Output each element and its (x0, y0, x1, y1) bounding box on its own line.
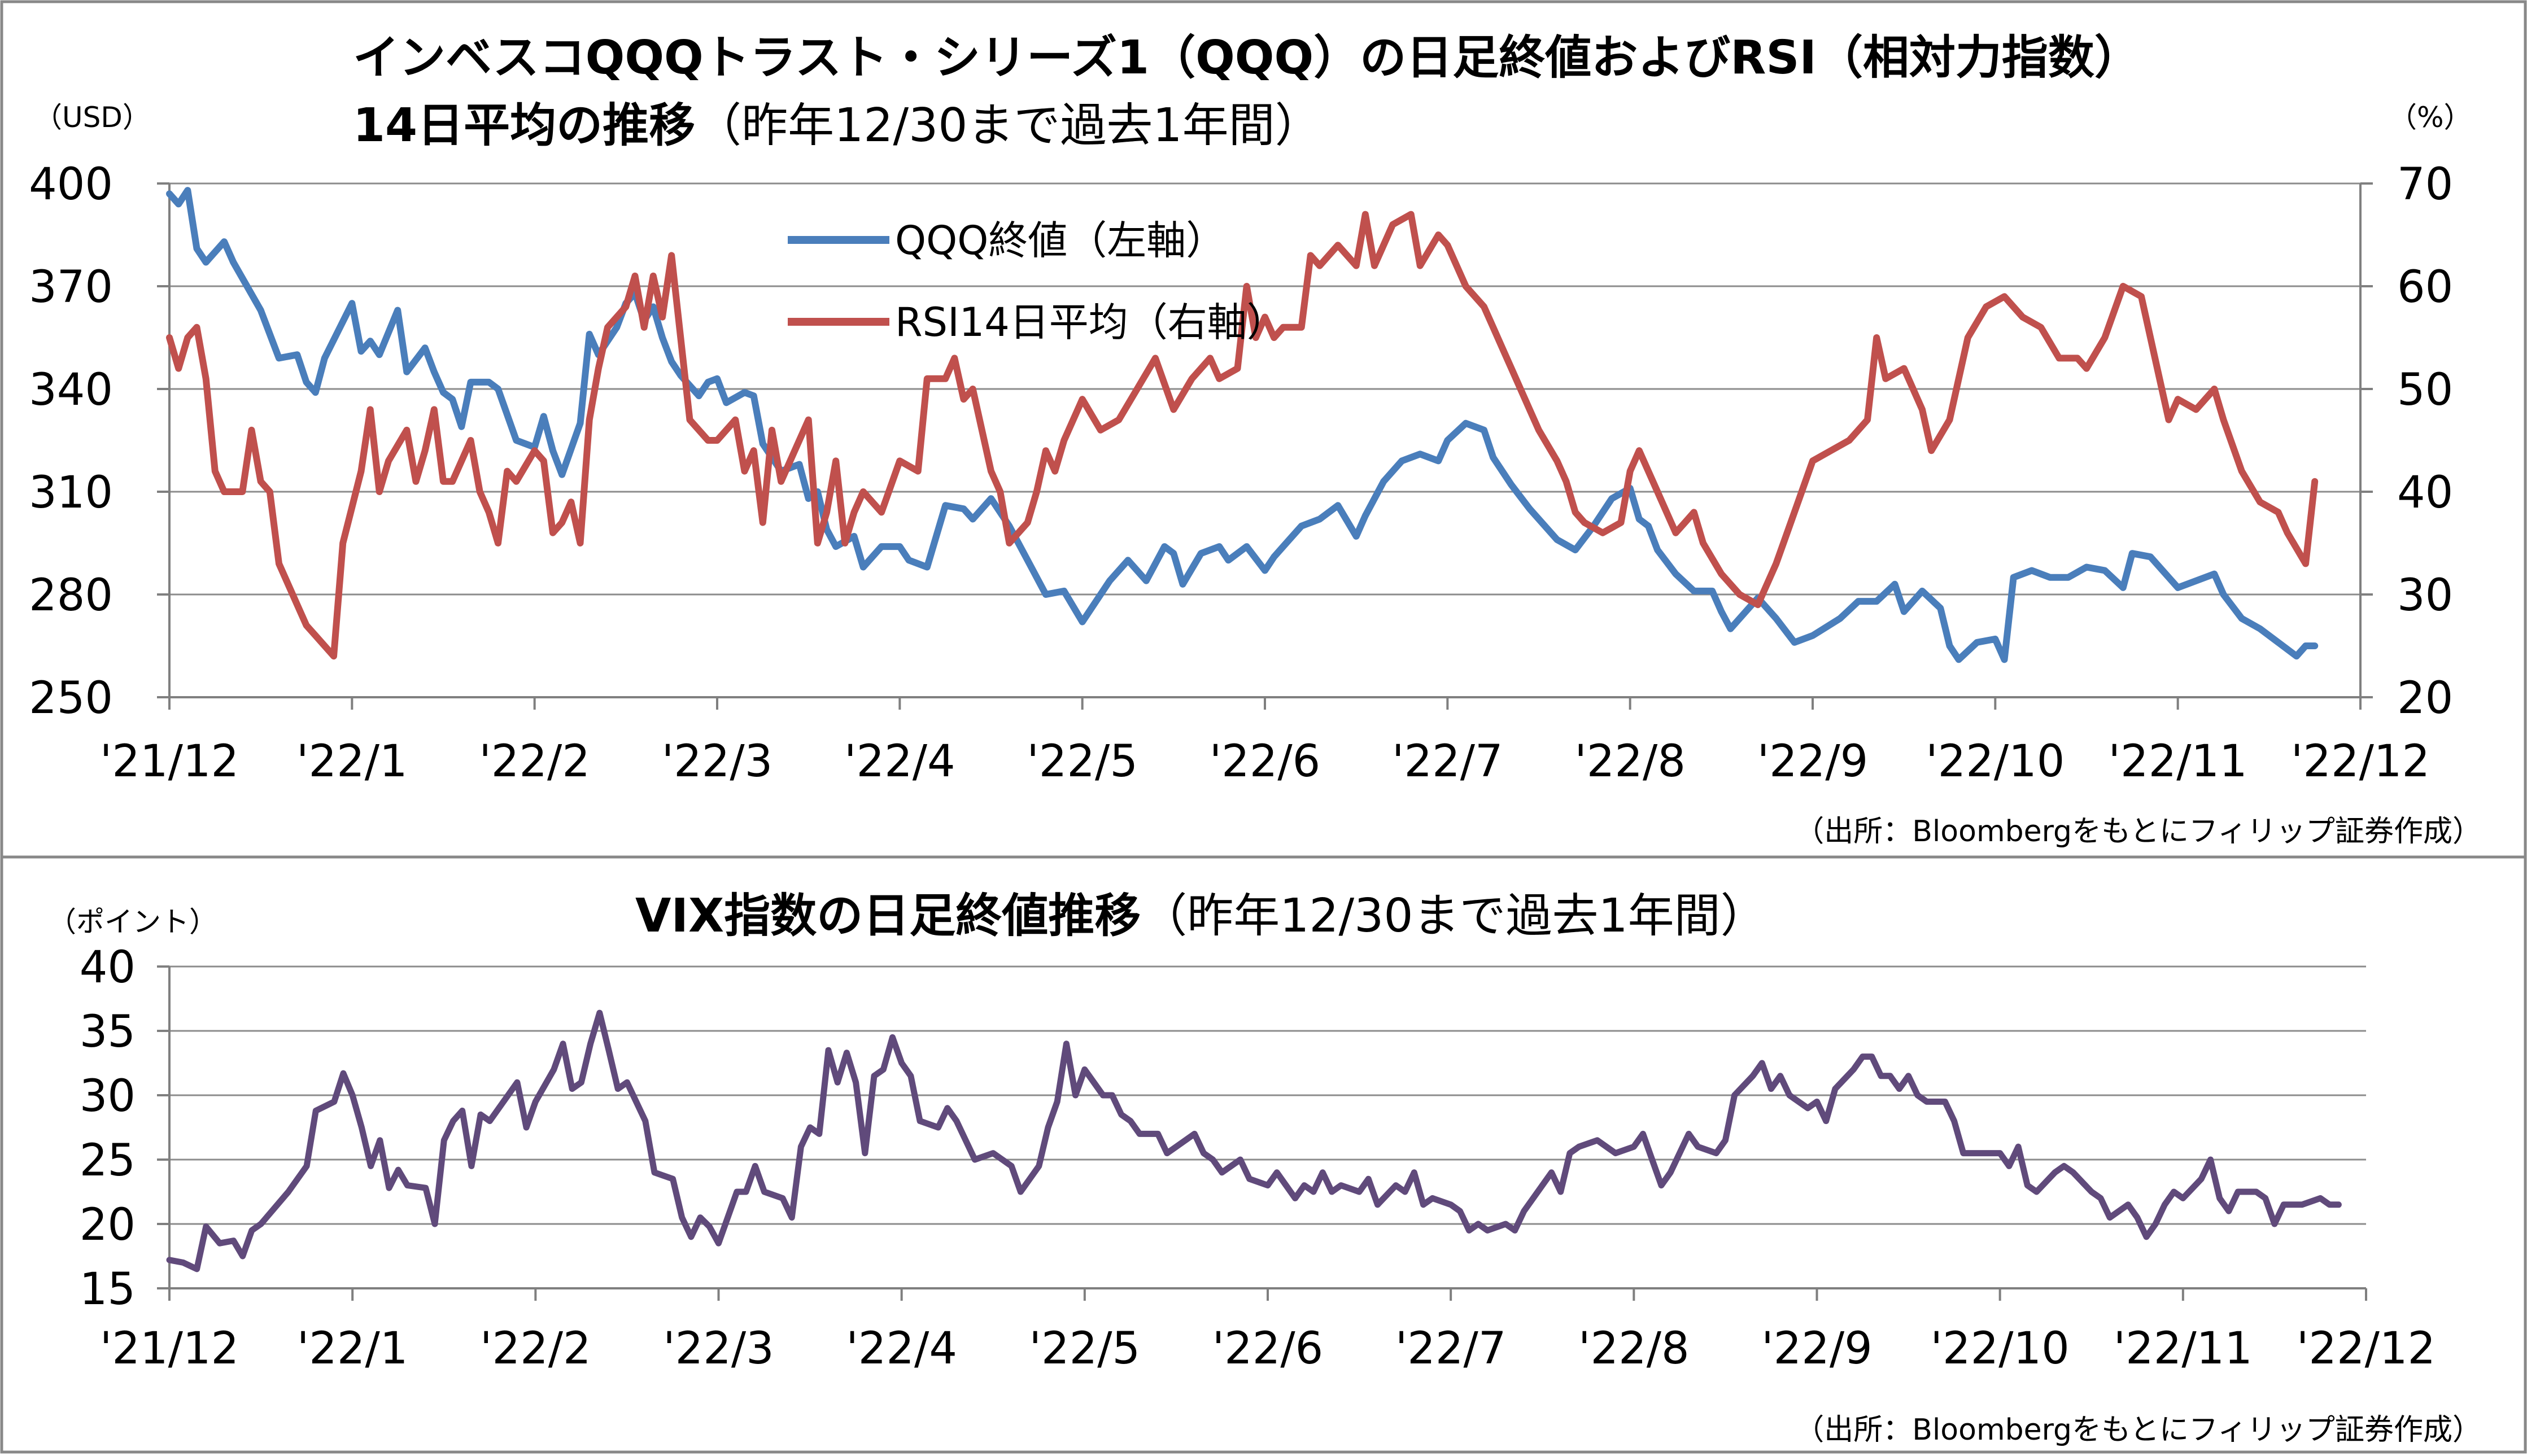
qqq-legend: QQQ終値（左軸） RSI14日平均（右軸） (788, 217, 1286, 346)
qqq-x-axis: '21/12 '22/1 '22/2 '22/3 '22/4 '22/5 '22/6 '22/… (100, 696, 2430, 787)
vix-close-line (166, 1009, 2342, 1273)
vix-y-tick-label: 25 (80, 1135, 136, 1186)
qqq-series (166, 187, 2319, 663)
x-tick-label: '22/4 (846, 1323, 957, 1374)
x-tick-label: '22/6 (1210, 736, 1321, 787)
qqq-chart-title: インベスコQQQトラスト・シリーズ1（QQQ）の日足終値およびRSI（相対力指数… (353, 31, 2141, 85)
x-tick-label: '21/12 (100, 736, 239, 787)
qqq-right-axis-ticks: 20 30 40 50 60 70 (2359, 159, 2453, 724)
right-y-tick-label: 50 (2397, 365, 2453, 416)
right-y-tick-label: 30 (2397, 570, 2453, 621)
x-tick-label: '22/7 (1395, 1323, 1507, 1374)
vix-y-tick-label: 40 (80, 942, 136, 993)
x-tick-label: '22/10 (1926, 736, 2065, 787)
x-tick-label: '22/12 (2297, 1323, 2436, 1374)
vix-axis-unit: （ポイント） (48, 906, 217, 938)
qqq-source-note: （出所：Bloombergをもとにフィリップ証券作成） (1795, 815, 2482, 849)
right-y-tick-label: 70 (2397, 159, 2453, 210)
vix-x-axis: '21/12 '22/1 '22/2 '22/3 '22/4 '22/5 '22/6 '22/… (100, 1287, 2436, 1374)
left-y-tick-label: 280 (29, 570, 113, 621)
x-tick-label: '22/11 (2109, 736, 2247, 787)
vix-y-tick-label: 20 (80, 1200, 136, 1251)
left-y-tick-label: 340 (29, 365, 113, 416)
x-tick-label: '22/3 (663, 1323, 774, 1374)
x-tick-label: '22/9 (1757, 736, 1869, 787)
x-tick-label: '22/4 (844, 736, 955, 787)
legend-label-qqq: QQQ終値（左軸） (895, 217, 1225, 264)
left-y-tick-label: 250 (29, 673, 113, 724)
x-tick-label: '22/5 (1029, 1323, 1141, 1374)
x-tick-label: '22/10 (1931, 1323, 2070, 1374)
vix-y-tick-label: 35 (80, 1007, 136, 1057)
rsi-line (166, 211, 2319, 660)
x-tick-label: '22/8 (1574, 736, 1686, 787)
right-y-tick-label: 40 (2397, 467, 2453, 518)
left-y-tick-label: 400 (29, 159, 113, 210)
top-panel-border (0, 0, 2527, 859)
left-y-tick-label: 310 (29, 467, 113, 518)
vix-y-tick-label: 15 (80, 1264, 136, 1315)
x-tick-label: '22/3 (662, 736, 773, 787)
x-tick-label: '22/11 (2114, 1323, 2253, 1374)
vix-source-note: （出所：Bloombergをもとにフィリップ証券作成） (1795, 1413, 2482, 1447)
vix-series (166, 1009, 2342, 1273)
qqq-chart-subtitle-period: （昨年12/30まで過去1年間） (695, 99, 1321, 152)
x-tick-label: '22/9 (1761, 1323, 1873, 1374)
vix-y-tick-label: 30 (80, 1071, 136, 1122)
qqq-chart-subtitle-bold: 14日平均の推移 (353, 99, 695, 152)
bottom-panel-border (0, 855, 2527, 1454)
x-tick-label: '22/2 (479, 736, 590, 787)
qqq-close-line (166, 187, 2319, 663)
x-tick-label: '21/12 (100, 1323, 239, 1374)
right-y-tick-label: 20 (2397, 673, 2453, 724)
right-axis-unit: （%） (2389, 101, 2472, 134)
left-y-tick-label: 370 (29, 262, 113, 313)
x-tick-label: '22/2 (480, 1323, 591, 1374)
right-y-tick-label: 60 (2397, 262, 2453, 313)
vix-chart-title: VIX指数の日足終値推移（昨年12/30まで過去1年間） (635, 889, 1767, 943)
x-tick-label: '22/8 (1578, 1323, 1690, 1374)
x-tick-label: '22/12 (2291, 736, 2430, 787)
x-tick-label: '22/7 (1392, 736, 1503, 787)
x-tick-label: '22/6 (1212, 1323, 1324, 1374)
vix-y-axis-ticks: 15 20 25 30 35 40 (80, 942, 171, 1315)
legend-label-rsi: RSI14日平均（右軸） (895, 299, 1286, 346)
vix-grid (169, 965, 2366, 1225)
vix-chart-title-bold: VIX指数の日足終値推移 (635, 889, 1141, 943)
left-axis-unit: （USD） (34, 101, 151, 134)
x-tick-label: '22/5 (1027, 736, 1138, 787)
vix-chart-title-period: （昨年12/30まで過去1年間） (1141, 889, 1766, 943)
x-tick-label: '22/1 (296, 736, 408, 787)
qqq-left-axis-ticks: 250 280 310 340 370 400 (29, 159, 171, 724)
x-tick-label: '22/1 (297, 1323, 408, 1374)
qqq-grid (169, 182, 2360, 596)
qqq-chart-subtitle: 14日平均の推移（昨年12/30まで過去1年間） (353, 99, 1321, 152)
